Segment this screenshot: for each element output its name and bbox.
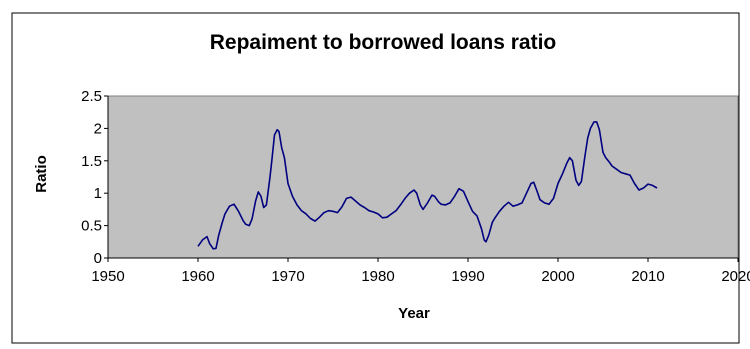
x-tick-label: 1960 — [181, 268, 214, 285]
x-tick-label: 2020 — [721, 268, 750, 285]
y-axis-title: Ratio — [33, 155, 50, 193]
y-tick-label: 0.5 — [81, 218, 102, 235]
x-tick-label: 2010 — [631, 268, 664, 285]
x-tick-label: 1970 — [271, 268, 304, 285]
x-tick-label: 2000 — [541, 268, 574, 285]
series-line — [197, 121, 658, 250]
y-tick-label: 2 — [94, 120, 102, 137]
x-tick-label: 1980 — [361, 268, 394, 285]
y-tick-label: 1.5 — [81, 153, 102, 170]
y-tick-labels: 0 0.5 1 1.5 2 2.5 — [81, 88, 102, 267]
chart-title: Repaiment to borrowed loans ratio — [210, 31, 557, 54]
y-tick-label: 0 — [94, 250, 102, 267]
x-axis-title: Year — [398, 305, 430, 322]
y-tick-label: 1 — [94, 185, 102, 202]
y-tick-label: 2.5 — [81, 88, 102, 105]
x-tick-labels: 1950 1960 1970 1980 1990 2000 2010 2020 — [91, 268, 750, 285]
x-tick-label: 1950 — [91, 268, 124, 285]
plot-area — [107, 95, 739, 259]
axes — [104, 95, 739, 262]
x-tick-label: 1990 — [451, 268, 484, 285]
